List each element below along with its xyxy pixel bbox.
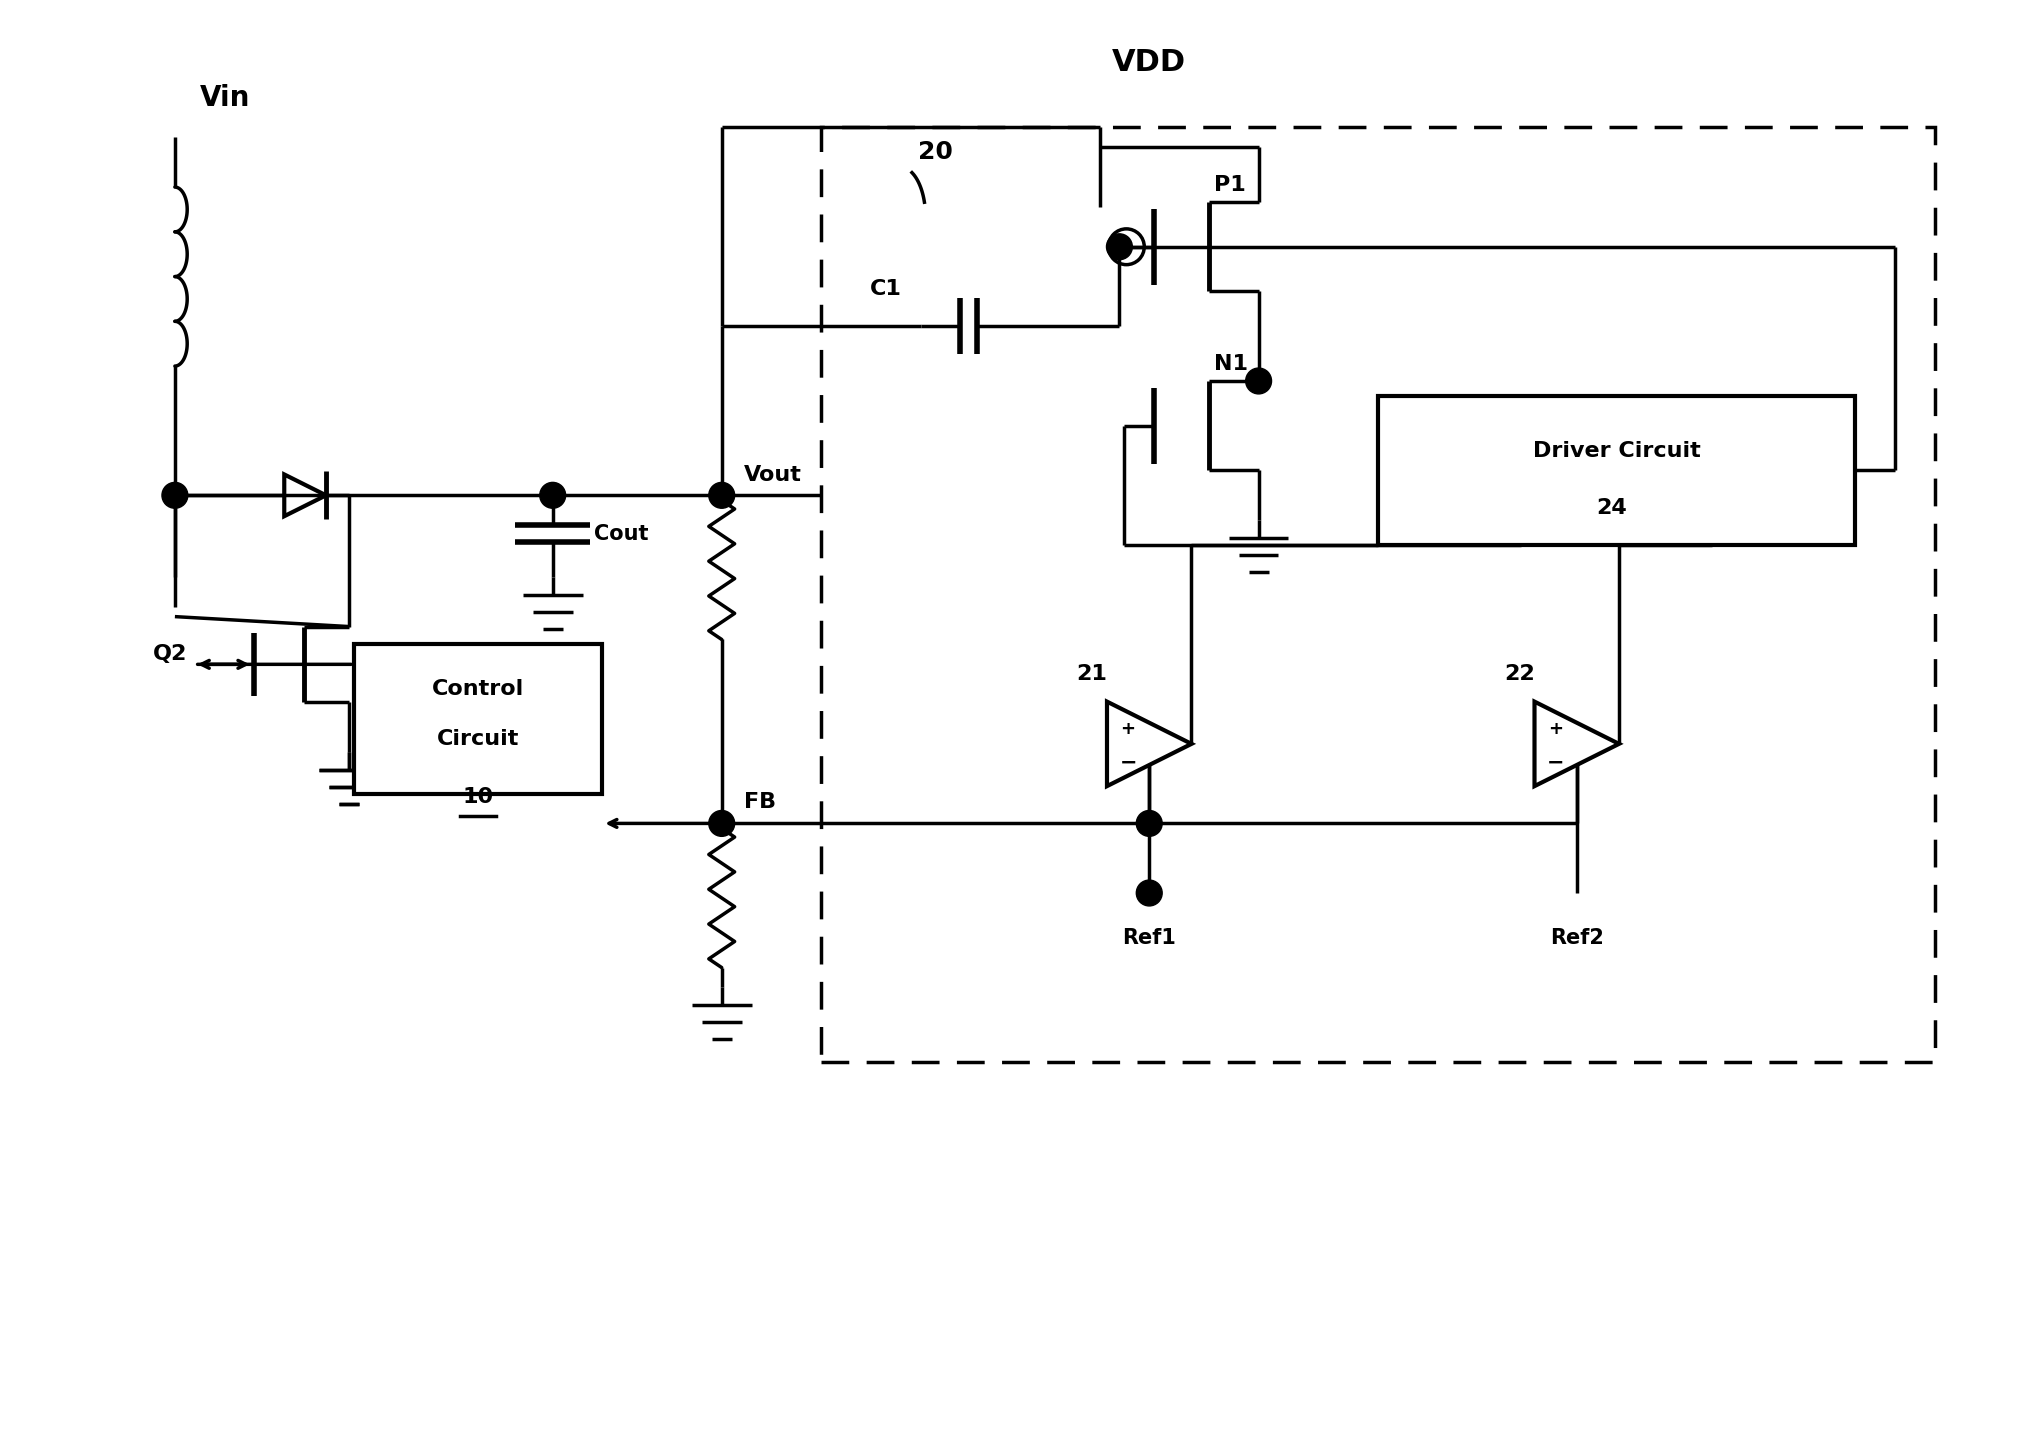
Circle shape — [1247, 368, 1271, 394]
Circle shape — [709, 482, 735, 508]
Text: Vout: Vout — [744, 465, 801, 485]
Text: Q2: Q2 — [153, 644, 187, 664]
Text: P1: P1 — [1214, 175, 1245, 195]
Circle shape — [1137, 810, 1163, 836]
Circle shape — [709, 810, 735, 836]
Polygon shape — [1534, 702, 1619, 786]
Text: Ref1: Ref1 — [1122, 927, 1175, 947]
Text: 10: 10 — [462, 787, 493, 807]
Text: −: − — [1120, 752, 1137, 773]
Text: Ref2: Ref2 — [1550, 927, 1603, 947]
Text: Circuit: Circuit — [438, 729, 519, 749]
Bar — [1377, 396, 1856, 544]
Text: VDD: VDD — [1112, 48, 1186, 78]
Circle shape — [540, 482, 566, 508]
Text: Vin: Vin — [200, 84, 251, 111]
Text: N1: N1 — [1214, 354, 1249, 374]
Text: +: + — [1120, 719, 1135, 738]
Polygon shape — [1106, 702, 1192, 786]
Text: FB: FB — [744, 791, 776, 812]
Text: +: + — [1548, 719, 1562, 738]
Text: C1: C1 — [870, 279, 902, 299]
Text: Cout: Cout — [595, 524, 650, 543]
Bar — [821, 127, 1935, 1061]
Text: 20: 20 — [919, 140, 953, 165]
Text: 21: 21 — [1078, 664, 1108, 684]
Circle shape — [1106, 234, 1133, 260]
Text: 22: 22 — [1503, 664, 1536, 684]
Text: Control: Control — [432, 679, 524, 699]
Circle shape — [163, 482, 187, 508]
Text: 24: 24 — [1597, 498, 1628, 518]
Circle shape — [1137, 879, 1163, 905]
Text: Driver Circuit: Driver Circuit — [1532, 440, 1701, 461]
Text: −: − — [1546, 752, 1564, 773]
Bar — [354, 644, 603, 794]
